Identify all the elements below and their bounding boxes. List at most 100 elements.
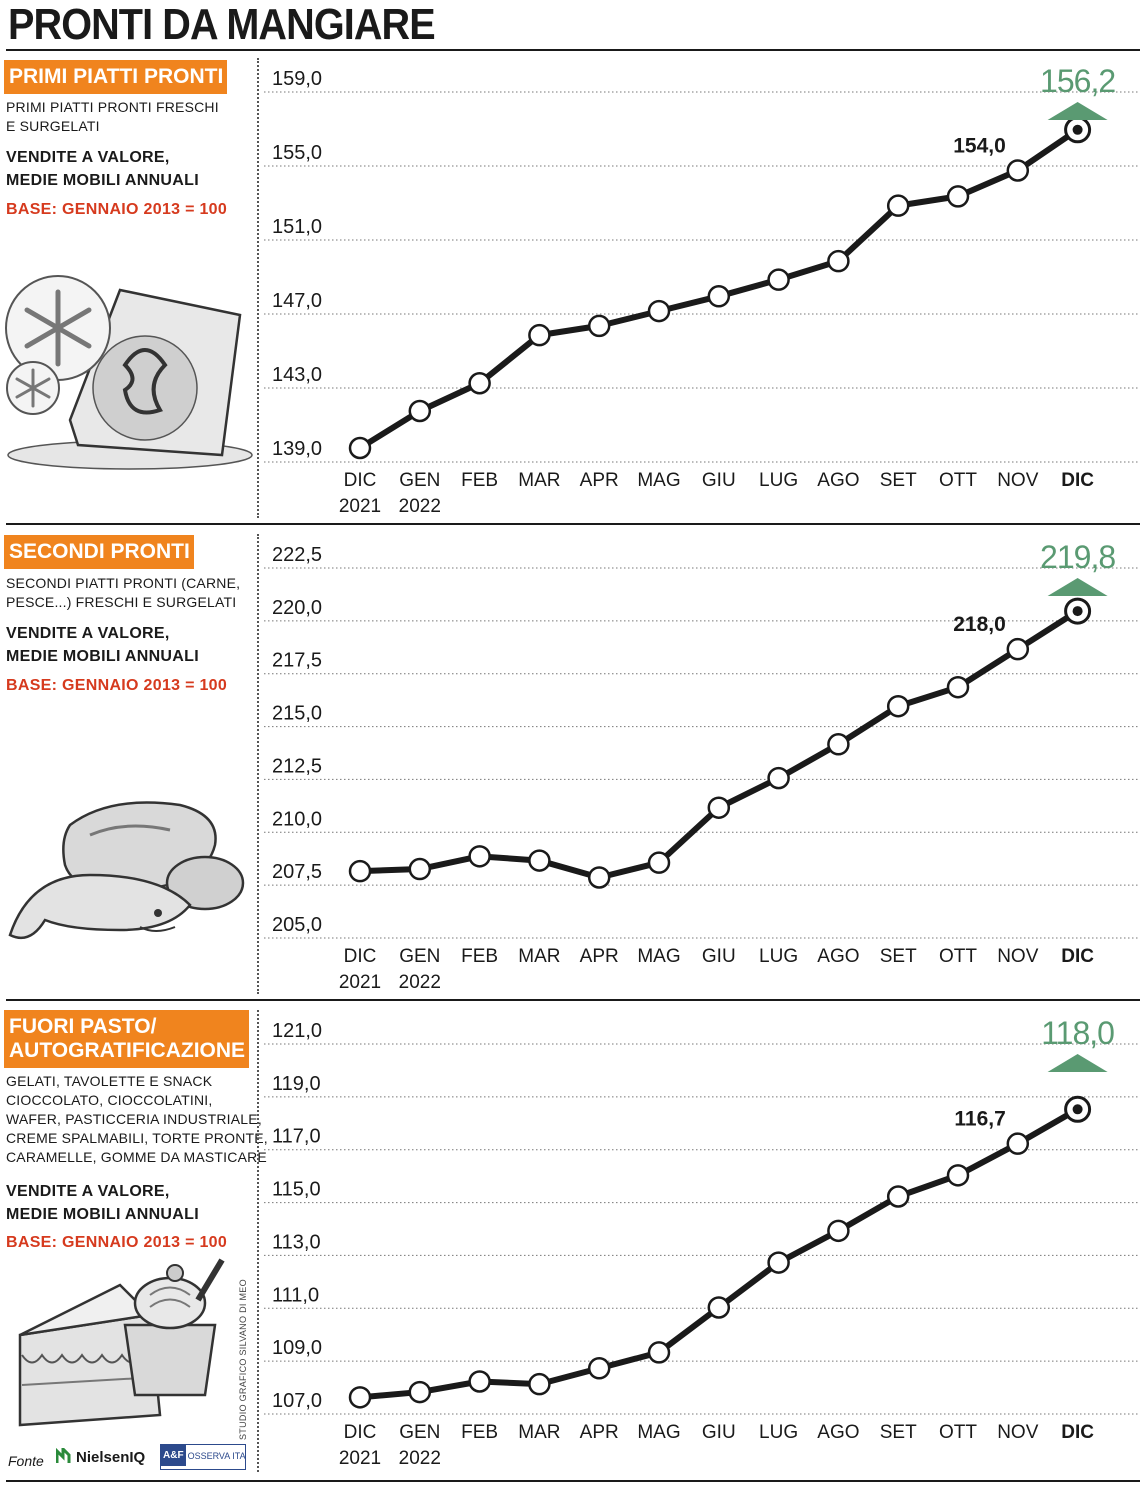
x-tick-label: GIU [702,946,736,967]
data-label-final: 156,2 [1040,63,1115,99]
y-tick-label: 210,0 [272,808,322,830]
x-tick-label: GEN [399,946,440,967]
y-tick-label: 147,0 [272,290,322,312]
data-point [528,849,551,872]
data-point [1006,159,1030,182]
data-point [827,249,850,273]
panel-1-description: PRIMI PIATTI PRONTI FRESCHI E SURGELATI [6,98,219,136]
panel-3-desc-line: WAFER, PASTICCERIA INDUSTRIALE, [6,1111,262,1127]
x-year-label: 2021 [339,972,381,993]
data-label-nov: 154,0 [953,135,1006,158]
increase-triangle-icon [1047,578,1108,596]
y-tick-label: 222,5 [272,544,322,566]
x-tick-label: NOV [997,946,1039,967]
panel-3-metric-line: MEDIE MOBILI ANNUALI [6,1206,199,1223]
x-tick-label: LUG [759,470,798,491]
panel-1-desc-line: PRIMI PIATTI PRONTI FRESCHI [6,99,219,115]
data-point [408,1380,432,1404]
x-tick-label: AGO [817,946,859,967]
credit: STUDIO GRAFICO SILVANO DI MEO [238,1279,248,1440]
nielsen-text: NielsenIQ [76,1449,146,1466]
y-tick-label: 111,0 [272,1284,319,1306]
data-point [587,1357,611,1380]
panel-3-desc-line: CIOCCOLATO, CIOCCOLATINI, [6,1092,213,1108]
x-tick-label: NOV [997,470,1039,491]
data-point [946,185,970,208]
x-tick-label: DIC [1061,946,1094,967]
panel-3-description: GELATI, TAVOLETTE E SNACK CIOCCOLATO, CI… [6,1072,268,1167]
x-tick-label: APR [580,1422,619,1443]
y-tick-label: 121,0 [272,1020,322,1042]
increase-triangle-icon [1047,102,1108,120]
data-point [468,1370,491,1393]
x-tick-label: SET [880,1422,917,1443]
panel-1-divider [257,58,259,518]
data-point [827,1219,850,1243]
data-point [707,1296,731,1319]
y-tick-label: 113,0 [272,1231,321,1253]
x-tick-label: MAG [637,470,680,491]
panel-3-desc-line: CREME SPALMABILI, TORTE PRONTE, [6,1130,268,1146]
x-tick-label: SET [880,470,917,491]
x-tick-label: MAR [518,1422,560,1443]
osserva-text: OSSERVA ITALIA [187,1450,246,1461]
x-year-label: 2022 [399,972,441,993]
y-tick-label: 159,0 [272,68,322,90]
panel-2-desc-line: PESCE...) FRESCHI E SURGELATI [6,594,237,610]
y-tick-label: 212,5 [272,755,322,777]
x-tick-label: GIU [702,470,736,491]
data-point [1006,637,1030,661]
panel-2-metric: VENDITE A VALORE, MEDIE MOBILI ANNUALI [6,622,199,668]
cake-icecream-icon [18,1258,225,1427]
data-point [408,857,432,881]
frozen-pasta-bag-icon [5,275,253,470]
data-point [886,694,910,718]
x-tick-label: GEN [399,1422,440,1443]
fonte-label: Fonte [8,1453,44,1469]
bottom-rule [6,1480,1140,1482]
data-label-nov: 218,0 [953,613,1006,636]
data-point [767,766,790,790]
panel-3-desc-line: GELATI, TAVOLETTE E SNACK [6,1073,213,1089]
y-tick-label: 151,0 [272,216,322,238]
x-tick-label: FEB [461,470,498,491]
data-point [886,1185,910,1208]
data-point [707,796,731,819]
y-tick-label: 109,0 [272,1337,322,1359]
panel-1-tag-line: PRIMI PIATTI PRONTI [9,65,224,88]
y-tick-label: 207,5 [272,861,322,883]
af-mark: A&F [161,1445,186,1466]
increase-triangle-icon [1047,1054,1108,1072]
x-tick-label: OTT [939,470,977,491]
data-point [587,314,611,338]
data-point [528,1372,551,1396]
data-point [1006,1132,1030,1155]
x-year-label: 2021 [339,1448,381,1469]
panel-2-divider [257,534,259,994]
data-label-nov: 116,7 [954,1108,1005,1131]
data-point-final-dot [1072,1104,1083,1115]
data-point [348,1386,372,1409]
panel-2-metric-line: MEDIE MOBILI ANNUALI [6,648,199,665]
panel-separator [6,999,1140,1001]
data-label-final: 118,0 [1041,1015,1114,1051]
nielsen-mark-icon [56,1448,71,1463]
x-tick-label: APR [580,946,619,967]
x-tick-label: SET [880,946,917,967]
panel-3-metric-line: VENDITE A VALORE, [6,1183,170,1200]
y-tick-label: 119,0 [272,1073,321,1095]
y-tick-label: 143,0 [272,364,322,386]
data-point-final-dot [1072,606,1083,617]
panel-2-desc-line: SECONDI PIATTI PRONTI (CARNE, [6,575,241,591]
panel-1-metric: VENDITE A VALORE, MEDIE MOBILI ANNUALI [6,146,199,192]
panel-2-tag-line: SECONDI PRONTI [9,540,190,563]
chart-secondi-pronti: 205,0 207,5 210,0 212,5 215,0 217,5 220,0 222,5… [264,539,1140,993]
data-point [647,851,671,874]
data-point-final-dot [1072,124,1083,135]
y-tick-label: 139,0 [272,438,322,460]
data-point [827,733,850,756]
x-year-label: 2022 [399,496,441,517]
y-tick-label: 215,0 [272,703,322,725]
panel-1-metric-line: MEDIE MOBILI ANNUALI [6,172,199,189]
x-tick-label: AGO [817,1422,859,1443]
